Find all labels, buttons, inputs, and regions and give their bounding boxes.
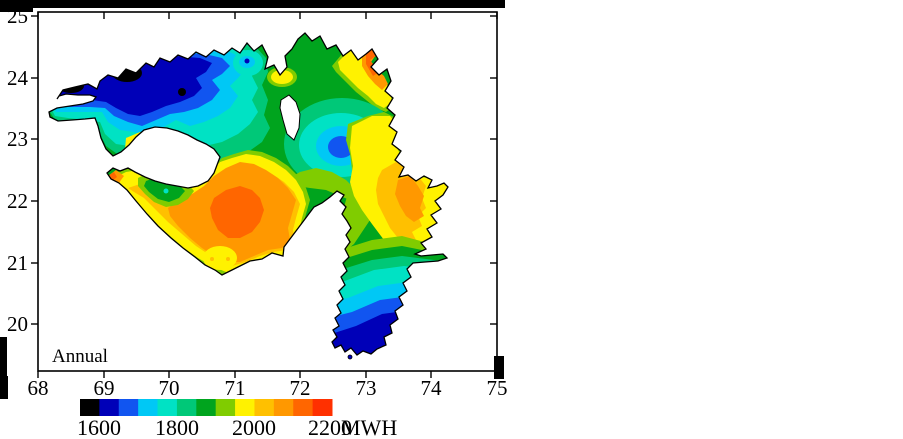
x-axis-tick-label: 72	[290, 376, 311, 400]
contour-layer-ne-coldspot-navy	[244, 58, 250, 64]
colorbar-segment-dark-orange	[293, 399, 314, 416]
scan-artifact-left-low	[0, 376, 8, 399]
contour-map	[49, 33, 448, 355]
contour-layer-ne-yellow	[338, 40, 392, 108]
contour-layer-kutch-south-orange	[134, 140, 158, 158]
contour-layer-kutch-navy	[58, 56, 212, 116]
x-axis-tick-label: 74	[421, 376, 443, 400]
colorbar-label: 1800	[155, 415, 199, 439]
y-axis-tick-label: 23	[7, 127, 28, 151]
map-inland-hole	[279, 94, 301, 141]
colorbar-label: 2200	[308, 415, 352, 439]
contour-layer-saurashtra-gold-dot-1	[210, 257, 214, 261]
scan-artifact-left	[0, 337, 7, 399]
contour-layer-north-yellow-spot	[271, 70, 293, 84]
contour-layer-northcoast-turq-dot	[163, 188, 169, 194]
y-axis-tick-label: 20	[7, 312, 28, 336]
y-axis-tick-label: 21	[7, 251, 28, 275]
contour-layer-kutch-black-2	[112, 64, 142, 82]
colorbar-segment-turquoise	[157, 399, 178, 416]
colorbar-segment-medium-green	[176, 399, 197, 416]
y-axis-tick-label: 24	[7, 66, 29, 90]
y-axis-tick-label: 22	[7, 189, 28, 213]
colorbar-segment-orange	[273, 399, 294, 416]
colorbar-segment-gold	[254, 399, 275, 416]
colorbar-segment-yellow	[235, 399, 255, 416]
x-axis-tick-label: 73	[356, 376, 377, 400]
scan-artifact-corner	[0, 0, 33, 12]
contour-layer-east-orange	[395, 176, 424, 222]
annotation-annual: Annual	[52, 346, 108, 367]
contour-layer-kutch-black-3	[178, 88, 186, 96]
scan-artifact-top	[30, 0, 505, 8]
scan-artifact-right	[494, 356, 504, 379]
colorbar-segment-red	[312, 399, 333, 416]
colorbar-segment-yellow-green	[215, 399, 236, 416]
colorbar-label: 1600	[77, 415, 121, 439]
colorbar-segment-sky-blue	[138, 399, 159, 416]
contour-layer-kutch-south-darkorange	[140, 145, 150, 153]
x-axis-tick-label: 75	[487, 376, 508, 400]
contour-layer-saurashtra-yellow-ellipse	[203, 246, 237, 270]
map-outline	[48, 32, 449, 356]
x-axis-tick-label: 70	[159, 376, 180, 400]
contour-layer-saurashtra-darkorange	[210, 186, 264, 238]
x-axis-tick-label: 71	[225, 376, 246, 400]
colorbar-unit-label: MWH	[341, 415, 397, 439]
colorbar-segment-navy	[99, 399, 120, 416]
plot-frame	[37, 11, 498, 372]
x-axis-tick-label: 69	[94, 376, 115, 400]
colorbar-segment-black	[80, 399, 100, 416]
colorbar-label: 2000	[232, 415, 276, 439]
colorbar-segment-green	[196, 399, 217, 416]
x-axis-tick-label: 68	[28, 376, 49, 400]
contour-layer-saurashtra-gold-dot-2	[226, 257, 230, 261]
colorbar-segment-blue	[118, 399, 139, 416]
map-island-dot	[347, 354, 353, 360]
contour-layer-kutch-south-yellow	[125, 132, 168, 162]
